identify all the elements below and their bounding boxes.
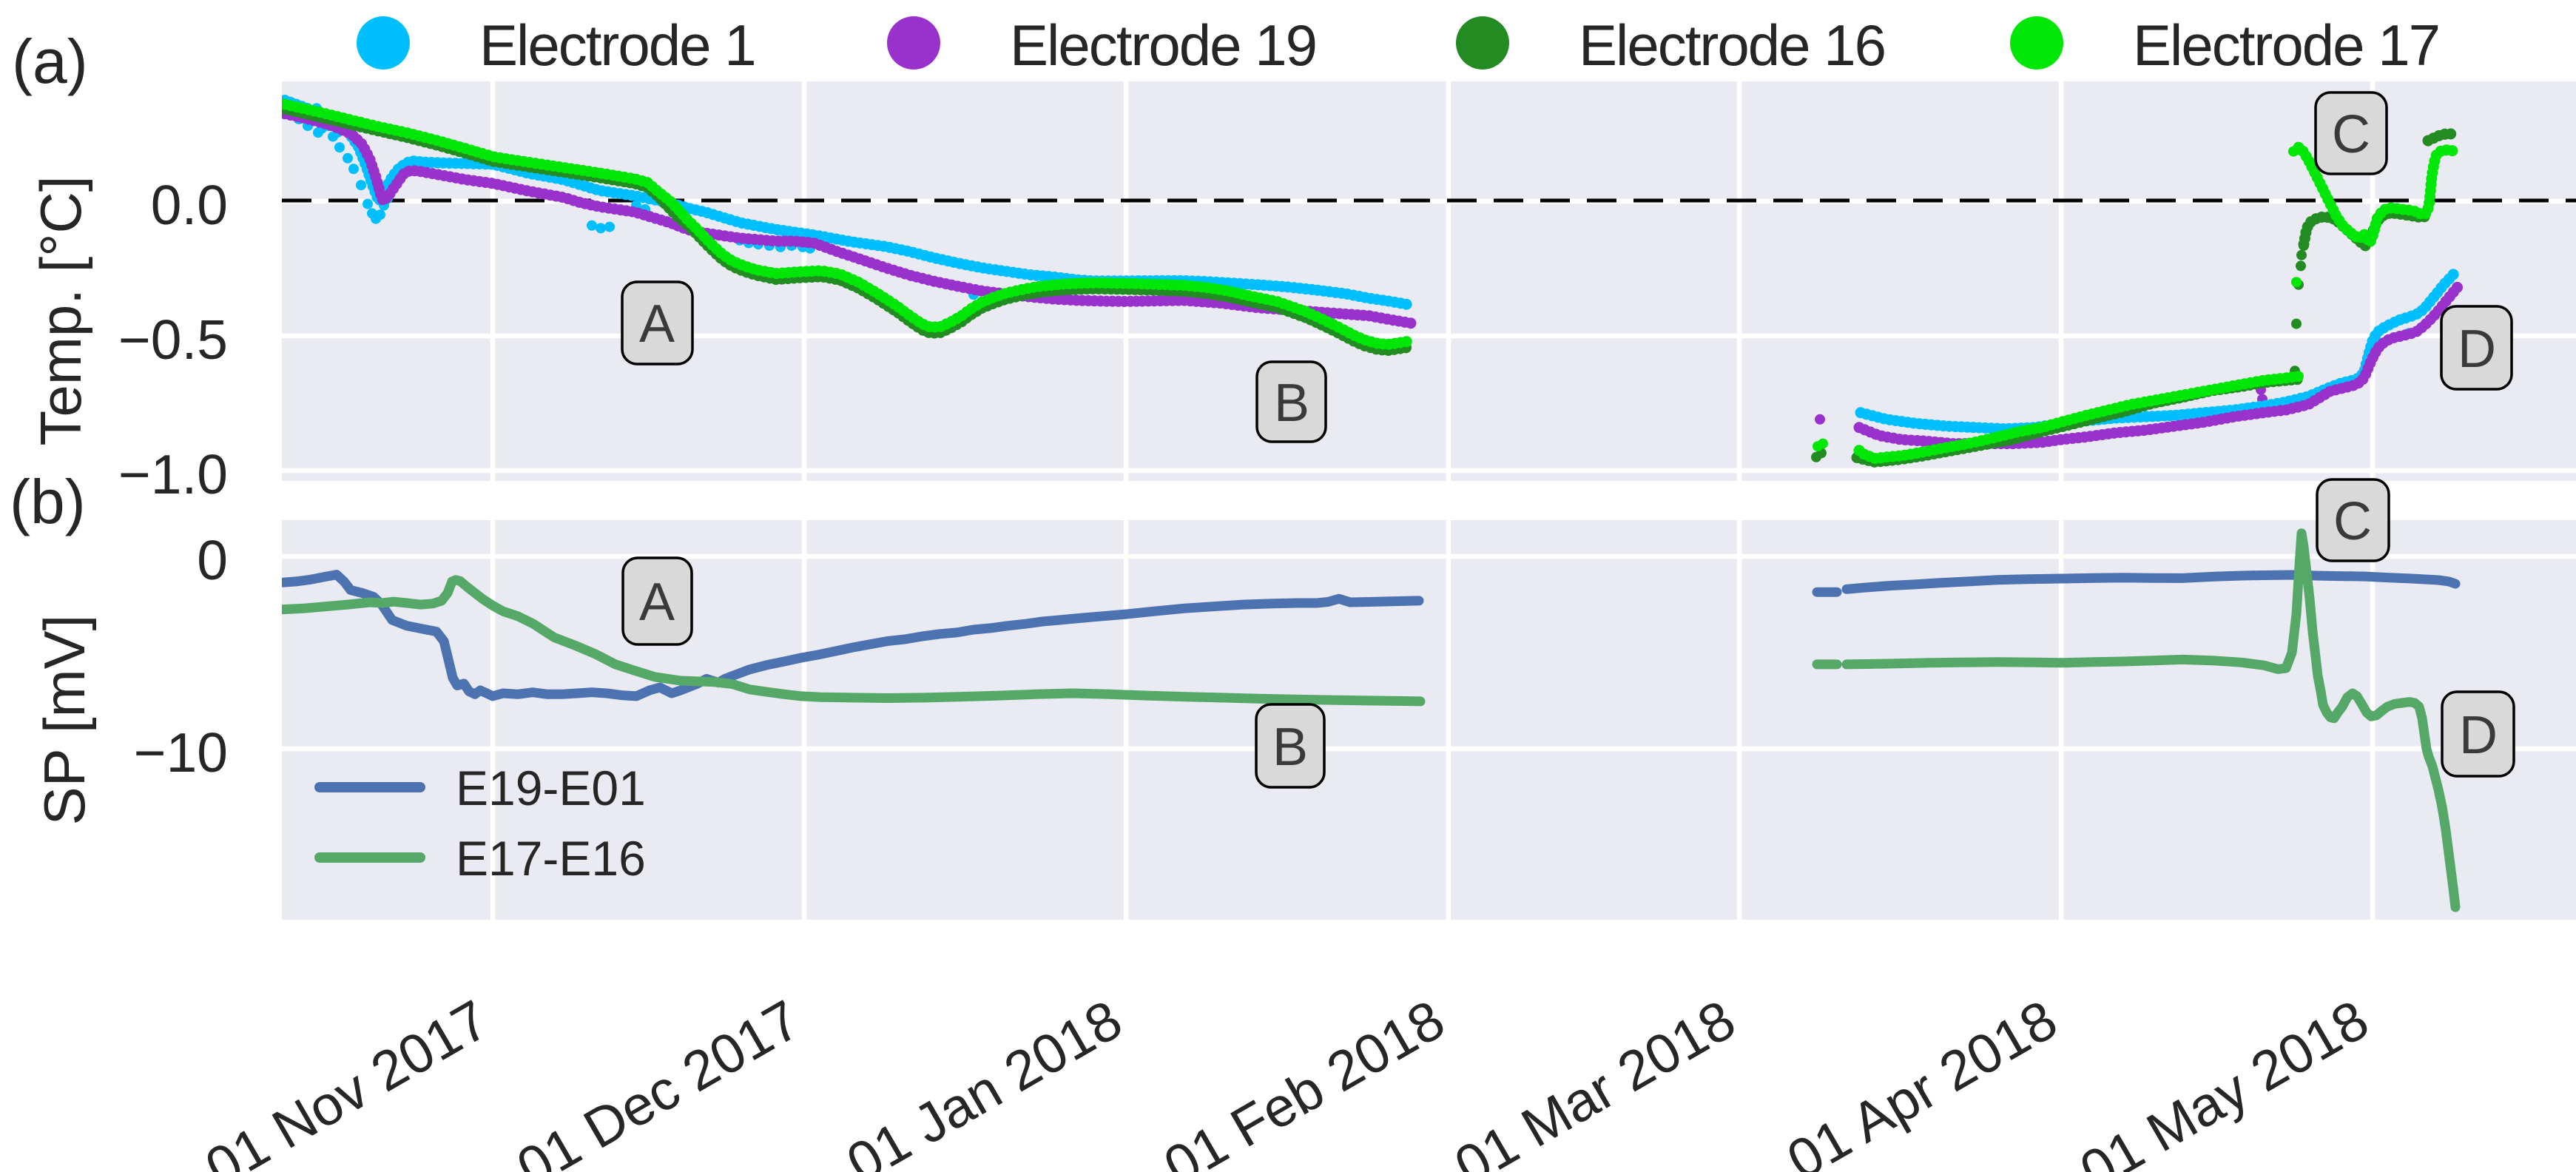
svg-text:(b): (b) bbox=[10, 467, 86, 536]
svg-text:−0.5: −0.5 bbox=[118, 309, 228, 371]
svg-text:−1.0: −1.0 bbox=[118, 443, 228, 505]
svg-text:D: D bbox=[2459, 706, 2498, 765]
svg-text:Electrode 16: Electrode 16 bbox=[1579, 13, 1885, 78]
svg-text:B: B bbox=[1272, 718, 1308, 777]
svg-text:A: A bbox=[639, 294, 675, 354]
svg-text:E19-E01: E19-E01 bbox=[456, 761, 646, 815]
svg-text:Electrode 1: Electrode 1 bbox=[479, 13, 755, 78]
svg-text:(a): (a) bbox=[12, 27, 88, 96]
svg-text:C: C bbox=[2333, 492, 2372, 551]
svg-text:0: 0 bbox=[197, 529, 228, 591]
svg-text:Electrode 17: Electrode 17 bbox=[2133, 13, 2439, 78]
svg-text:Electrode 19: Electrode 19 bbox=[1010, 13, 1316, 78]
svg-text:B: B bbox=[1274, 374, 1309, 433]
svg-text:−10: −10 bbox=[134, 721, 228, 784]
svg-text:SP [mV]: SP [mV] bbox=[32, 615, 97, 826]
svg-text:A: A bbox=[639, 573, 675, 632]
svg-text:C: C bbox=[2332, 105, 2370, 164]
svg-text:D: D bbox=[2458, 320, 2496, 379]
svg-text:E17-E16: E17-E16 bbox=[456, 831, 646, 886]
svg-text:Temp. [°C]: Temp. [°C] bbox=[28, 176, 93, 446]
svg-text:0.0: 0.0 bbox=[151, 174, 228, 236]
